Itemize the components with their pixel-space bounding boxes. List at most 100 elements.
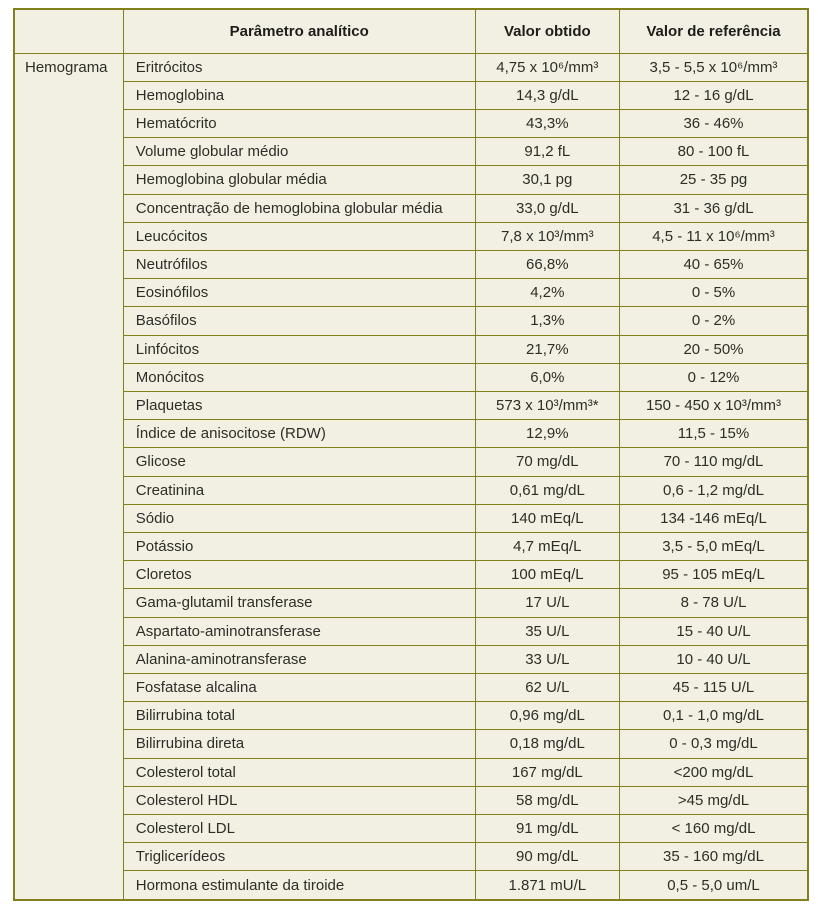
value-obtained-cell: 14,3 g/dL: [474, 80, 620, 110]
value-obtained-cell: 100 mEq/L: [474, 560, 620, 589]
value-obtained-cell: 33 U/L: [474, 644, 620, 674]
value-obtained-cell: 33,0 g/dL: [474, 193, 620, 223]
value-reference-cell: 35 - 160 mg/dL: [619, 842, 808, 871]
value-reference-cell: 10 - 40 U/L: [619, 644, 808, 674]
value-obtained-cell: 21,7%: [474, 334, 620, 364]
param-name-cell: Glicose: [122, 447, 476, 477]
value-obtained-cell: 43,3%: [474, 108, 620, 138]
lab-results-table: Parâmetro analítico Valor obtido Valor d…: [13, 8, 809, 901]
value-obtained-cell: 140 mEq/L: [474, 503, 620, 533]
param-name-cell: Volume globular médio: [122, 137, 476, 166]
value-obtained-cell: 167 mg/dL: [474, 757, 620, 787]
value-reference-cell: 70 - 110 mg/dL: [619, 447, 808, 477]
table-row: Hemograma Eritrócitos 4,75 x 10⁶/mm³ 3,5 - …: [14, 52, 808, 900]
param-name-cell: Linfócitos: [122, 334, 476, 364]
value-reference-cell: 150 - 450 x 10³/mm³: [619, 390, 808, 420]
table-row: Leucócitos 7,8 x 10³/mm³ 4,5 - 11 x 10⁶/mm…: [14, 221, 808, 251]
table-row: Colesterol LDL 91 mg/dL < 160 mg/dL: [14, 813, 808, 843]
param-name-cell: Hemoglobina globular média: [122, 165, 476, 195]
table-row: Triglicerídeos 90 mg/dL 35 - 160 mg/dL: [14, 842, 808, 871]
param-name-cell: Potássio: [122, 531, 476, 561]
param-name-cell: Colesterol HDL: [122, 785, 476, 815]
table-row: Basófilos 1,3% 0 - 2%: [14, 306, 808, 336]
value-reference-cell: 3,5 - 5,5 x 10⁶/mm³: [619, 52, 808, 82]
table-row: Monócitos 6,0% 0 - 12%: [14, 362, 808, 392]
value-reference-cell: 15 - 40 U/L: [619, 616, 808, 646]
table-row: Concentração de hemoglobina globular méd…: [14, 193, 808, 223]
value-reference-cell: 40 - 65%: [619, 249, 808, 279]
table-header: Parâmetro analítico Valor obtido Valor d…: [14, 9, 808, 54]
value-obtained-cell: 7,8 x 10³/mm³: [474, 221, 620, 251]
table-row: Eosinófilos 4,2% 0 - 5%: [14, 278, 808, 307]
value-obtained-cell: 58 mg/dL: [474, 785, 620, 815]
table-row: Glicose 70 mg/dL 70 - 110 mg/dL: [14, 447, 808, 477]
group-label-hemograma: Hemograma: [14, 52, 124, 900]
table-row: Hematócrito 43,3% 36 - 46%: [14, 108, 808, 138]
value-reference-cell: 8 - 78 U/L: [619, 588, 808, 618]
value-obtained-cell: 0,96 mg/dL: [474, 701, 620, 730]
header-valor-referencia: Valor de referência: [619, 9, 808, 54]
value-obtained-cell: 91 mg/dL: [474, 813, 620, 843]
value-reference-cell: 80 - 100 fL: [619, 137, 808, 166]
param-name-cell: Colesterol LDL: [122, 813, 476, 843]
value-reference-cell: 0 - 0,3 mg/dL: [619, 729, 808, 759]
value-obtained-cell: 4,2%: [474, 278, 620, 307]
table-row: Bilirrubina total 0,96 mg/dL 0,1 - 1,0 mg/…: [14, 701, 808, 730]
value-reference-cell: 0,5 - 5,0 um/L: [619, 870, 808, 900]
param-name-cell: Colesterol total: [122, 757, 476, 787]
param-name-cell: Eosinófilos: [122, 278, 476, 307]
param-name-cell: Creatinina: [122, 475, 476, 505]
table-row: Bilirrubina direta 0,18 mg/dL 0 - 0,3 mg/d…: [14, 729, 808, 759]
value-obtained-cell: 35 U/L: [474, 616, 620, 646]
value-reference-cell: 25 - 35 pg: [619, 165, 808, 195]
param-name-cell: Neutrófilos: [122, 249, 476, 279]
value-reference-cell: 11,5 - 15%: [619, 419, 808, 448]
table-row: Gama-glutamil transferase 17 U/L 8 - 78 U/…: [14, 588, 808, 618]
value-reference-cell: >45 mg/dL: [619, 785, 808, 815]
param-name-cell: Plaquetas: [122, 390, 476, 420]
value-reference-cell: 45 - 115 U/L: [619, 672, 808, 702]
value-reference-cell: 36 - 46%: [619, 108, 808, 138]
table-row: Aspartato-aminotransferase 35 U/L 15 - 40 …: [14, 616, 808, 646]
value-obtained-cell: 573 x 10³/mm³*: [474, 390, 620, 420]
param-name-cell: Leucócitos: [122, 221, 476, 251]
value-reference-cell: 20 - 50%: [619, 334, 808, 364]
table-row: Hormona estimulante da tiroide 1.871 mU/L…: [14, 870, 808, 900]
table-row: Índice de anisocitose (RDW) 12,9% 11,5 - 1…: [14, 419, 808, 448]
header-valor-obtido: Valor obtido: [474, 9, 620, 54]
table-row: Potássio 4,7 mEq/L 3,5 - 5,0 mEq/L: [14, 531, 808, 561]
header-parametro-analitico: Parâmetro analítico: [122, 9, 476, 54]
header-group-empty: [14, 9, 124, 54]
param-name-cell: Monócitos: [122, 362, 476, 392]
param-name-cell: Concentração de hemoglobina globular méd…: [122, 193, 476, 223]
param-name-cell: Bilirrubina total: [122, 701, 476, 730]
value-obtained-cell: 70 mg/dL: [474, 447, 620, 477]
table-row: Neutrófilos 66,8% 40 - 65%: [14, 249, 808, 279]
value-reference-cell: 0 - 2%: [619, 306, 808, 336]
value-reference-cell: 4,5 - 11 x 10⁶/mm³: [619, 221, 808, 251]
param-name-cell: Bilirrubina direta: [122, 729, 476, 759]
param-name-cell: Hematócrito: [122, 108, 476, 138]
param-name-cell: Alanina-aminotransferase: [122, 644, 476, 674]
table-body: Hemograma Eritrócitos 4,75 x 10⁶/mm³ 3,5 - …: [14, 52, 808, 900]
value-reference-cell: < 160 mg/dL: [619, 813, 808, 843]
value-reference-cell: 3,5 - 5,0 mEq/L: [619, 531, 808, 561]
param-name-cell: Basófilos: [122, 306, 476, 336]
value-obtained-cell: 12,9%: [474, 419, 620, 448]
header-row: Parâmetro analítico Valor obtido Valor d…: [14, 9, 808, 54]
table-row: Colesterol total 167 mg/dL <200 mg/dL: [14, 757, 808, 787]
table-row: Hemoglobina globular média 30,1 pg 25 - 35…: [14, 165, 808, 195]
table-row: Plaquetas 573 x 10³/mm³* 150 - 450 x 10³/m…: [14, 390, 808, 420]
value-reference-cell: 31 - 36 g/dL: [619, 193, 808, 223]
param-name-cell: Triglicerídeos: [122, 842, 476, 871]
value-obtained-cell: 17 U/L: [474, 588, 620, 618]
value-reference-cell: 0,6 - 1,2 mg/dL: [619, 475, 808, 505]
value-reference-cell: 0,1 - 1,0 mg/dL: [619, 701, 808, 730]
value-obtained-cell: 1,3%: [474, 306, 620, 336]
value-reference-cell: 0 - 5%: [619, 278, 808, 307]
value-reference-cell: 134 -146 mEq/L: [619, 503, 808, 533]
value-reference-cell: 12 - 16 g/dL: [619, 80, 808, 110]
table-row: Fosfatase alcalina 62 U/L 45 - 115 U/L: [14, 672, 808, 702]
table-row: Linfócitos 21,7% 20 - 50%: [14, 334, 808, 364]
